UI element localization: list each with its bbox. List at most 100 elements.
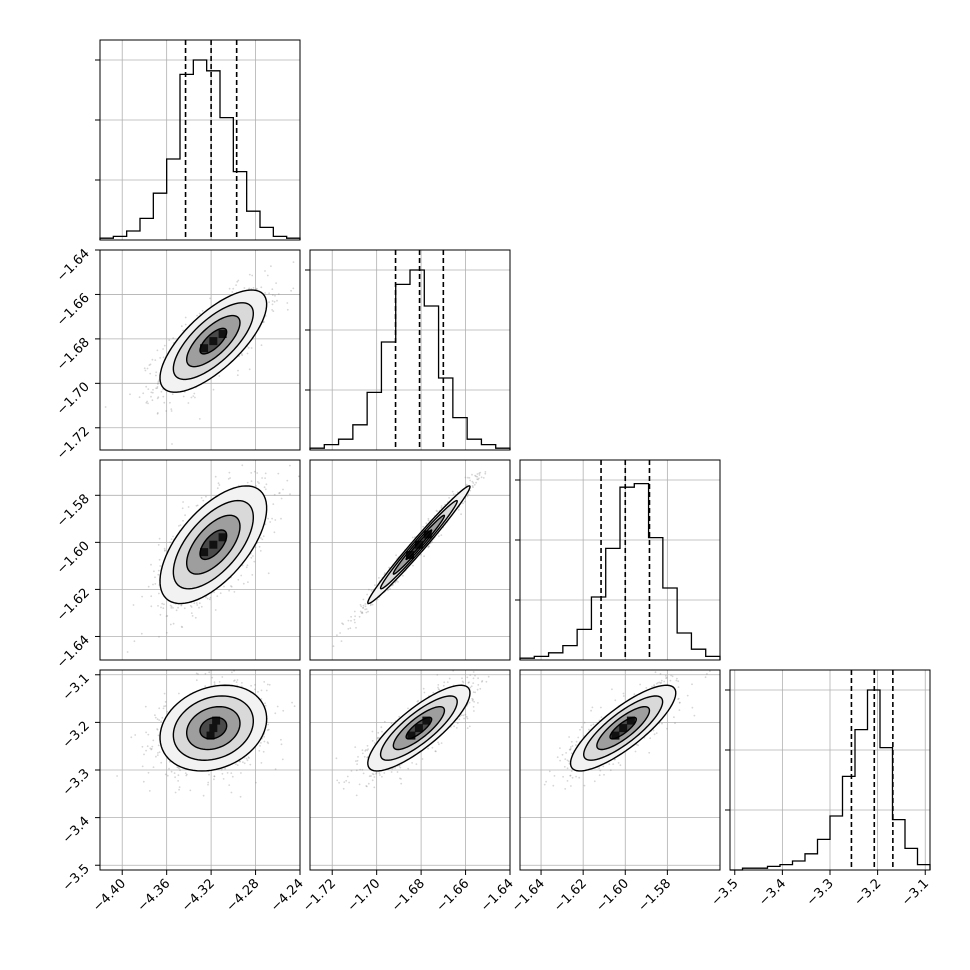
sample-point xyxy=(221,772,224,775)
sample-point xyxy=(174,791,177,794)
contour-line xyxy=(172,695,255,761)
sample-point xyxy=(178,525,180,527)
sample-point xyxy=(366,785,368,788)
sample-point xyxy=(218,681,221,683)
sample-point xyxy=(211,676,214,679)
sample-point xyxy=(201,310,204,312)
sample-point xyxy=(271,517,273,520)
sample-point xyxy=(338,781,340,784)
sample-point xyxy=(184,323,187,326)
sample-point xyxy=(169,623,172,626)
sample-point xyxy=(452,493,455,495)
sample-point xyxy=(460,714,463,716)
sample-point xyxy=(263,486,266,489)
contour-line xyxy=(199,529,228,561)
sample-point xyxy=(204,672,207,675)
sample-point xyxy=(376,598,379,601)
sample-point xyxy=(270,265,272,268)
sample-point xyxy=(255,485,257,487)
sample-point xyxy=(359,604,362,606)
sample-point xyxy=(484,472,487,475)
sample-point xyxy=(272,310,275,313)
sample-point xyxy=(474,474,476,477)
sample-point xyxy=(169,604,172,607)
sample-point xyxy=(181,626,184,628)
sample-point xyxy=(152,739,155,742)
sample-point xyxy=(461,680,464,683)
density-peak xyxy=(212,716,221,725)
sample-point xyxy=(209,596,212,599)
sample-point xyxy=(282,709,285,712)
sample-point xyxy=(157,573,160,576)
sample-point xyxy=(158,592,160,595)
sample-point xyxy=(289,493,291,496)
sample-point xyxy=(170,607,173,609)
sample-point xyxy=(471,480,474,483)
sample-point xyxy=(160,606,162,609)
sample-point xyxy=(180,625,183,628)
density-peak xyxy=(218,533,227,542)
contour-line xyxy=(185,514,241,575)
sample-point xyxy=(246,759,249,762)
sample-point xyxy=(395,554,397,557)
sample-point xyxy=(179,769,182,772)
sample-point xyxy=(260,344,263,347)
plot-area xyxy=(116,664,300,798)
sample-point xyxy=(209,664,211,666)
sample-point xyxy=(280,517,282,520)
sample-point xyxy=(263,681,266,683)
sample-point xyxy=(235,284,238,286)
sample-point xyxy=(197,673,199,675)
sample-point xyxy=(146,400,149,403)
sample-point xyxy=(228,471,231,474)
hist-step xyxy=(309,269,511,450)
sample-point xyxy=(427,546,430,549)
sample-point xyxy=(230,585,232,587)
contour-line xyxy=(159,289,268,393)
density-peaks xyxy=(206,716,221,740)
sample-point xyxy=(229,477,232,479)
sample-point xyxy=(249,763,252,766)
sample-point xyxy=(228,287,231,290)
sample-point xyxy=(443,681,446,684)
sample-point xyxy=(172,622,175,625)
density-peaks xyxy=(405,530,432,559)
sample-point xyxy=(279,492,281,494)
sample-point xyxy=(262,535,265,538)
sample-point xyxy=(149,363,152,366)
sample-point xyxy=(158,635,160,638)
sample-point xyxy=(250,347,253,349)
sample-point xyxy=(374,742,376,744)
sample-point xyxy=(235,681,238,683)
sample-point xyxy=(358,615,361,618)
sample-point xyxy=(440,534,443,536)
contour-line xyxy=(159,684,268,772)
sample-point xyxy=(248,368,251,371)
axes-frame xyxy=(309,249,511,451)
sample-point xyxy=(147,388,150,390)
sample-point xyxy=(250,684,253,687)
sample-point xyxy=(181,507,184,510)
sample-point xyxy=(145,385,148,388)
sample-point xyxy=(138,396,141,399)
sample-point xyxy=(164,773,167,776)
sample-point xyxy=(160,761,163,764)
sample-point xyxy=(278,492,280,494)
sample-point xyxy=(159,613,162,616)
plot-area xyxy=(104,250,295,445)
sample-point xyxy=(168,339,171,341)
sample-point xyxy=(157,605,159,607)
sample-point xyxy=(236,679,239,681)
sample-point xyxy=(464,476,467,479)
sample-point xyxy=(146,745,149,748)
sample-point xyxy=(162,607,165,610)
sample-point xyxy=(190,396,193,399)
sample-point xyxy=(472,677,475,680)
sample-point xyxy=(437,684,440,686)
sample-point xyxy=(472,671,475,673)
sample-point xyxy=(240,574,243,577)
sample-point xyxy=(227,478,230,480)
sample-point xyxy=(478,472,481,475)
sample-point xyxy=(164,549,167,552)
sample-point xyxy=(463,500,466,503)
